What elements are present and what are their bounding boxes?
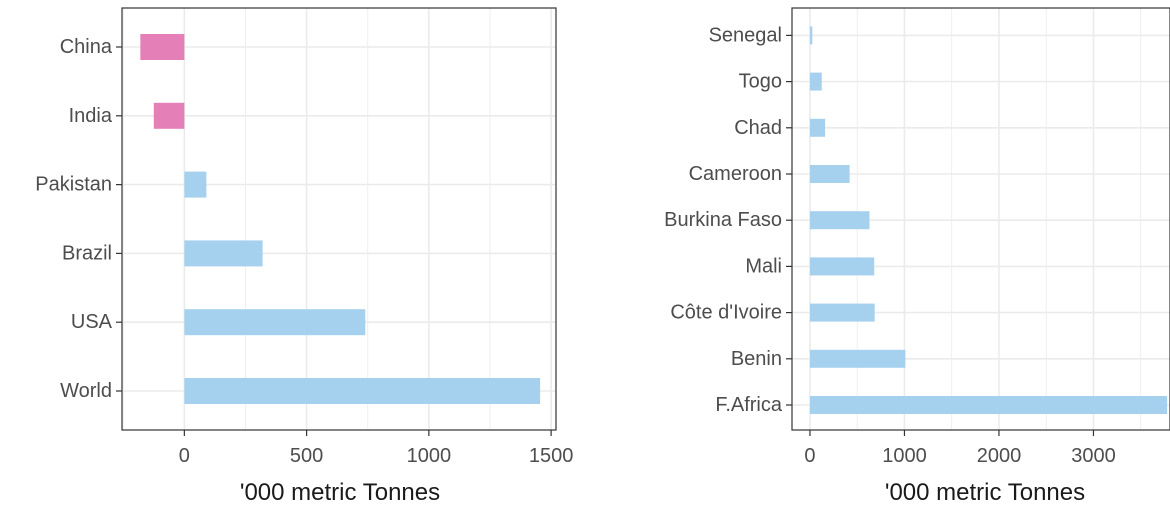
bar-india [153,102,185,129]
y-tick-label: India [69,105,113,127]
x-tick-label: 1000 [407,445,452,467]
y-tick-label: World [60,380,112,402]
x-tick-label: 1500 [529,445,574,467]
bar-usa [184,309,366,336]
x-tick-label: 500 [290,445,323,467]
panel-border [791,7,1170,431]
y-tick-label: Côte d'Ivoire [670,302,782,324]
bar-c-te-d-ivoire [809,303,875,322]
x-tick-label: 2000 [977,445,1022,467]
plot-panel-1 [122,8,556,430]
bar-mali [809,257,875,276]
bar-world [184,378,541,404]
bar-chad [809,118,826,137]
y-tick-label: Cameroon [689,163,782,185]
bar-f-africa [809,396,1168,414]
y-tick-label: Burkina Faso [664,209,782,231]
panel-border [121,7,557,431]
x-tick-label: 0 [804,445,815,467]
y-tick-label: USA [71,311,113,333]
bar-togo [809,72,822,91]
y-tick-label: Mali [745,255,782,277]
y-tick-label: Pakistan [35,174,112,196]
bar-senegal [809,26,813,45]
x-axis-title: '000 metric Tonnes [240,479,440,506]
y-tick-label: Brazil [62,242,112,264]
y-tick-label: China [60,36,113,58]
y-tick-label: Chad [734,117,782,139]
bar-cameroon [809,165,850,183]
x-axis-title: '000 metric Tonnes [885,479,1085,506]
x-tick-label: 3000 [1071,445,1116,467]
x-tick-label: 1000 [882,445,927,467]
bar-burkina-faso [809,211,870,230]
y-tick-label: Senegal [709,24,782,46]
bar-pakistan [184,171,207,198]
x-tick-label: 0 [179,445,190,467]
y-tick-label: Togo [739,71,782,93]
y-tick-label: Benin [731,348,782,370]
y-tick-label: F.Africa [715,394,783,416]
bar-china [140,34,185,60]
bar-benin [809,349,906,368]
bar-brazil [184,240,263,267]
